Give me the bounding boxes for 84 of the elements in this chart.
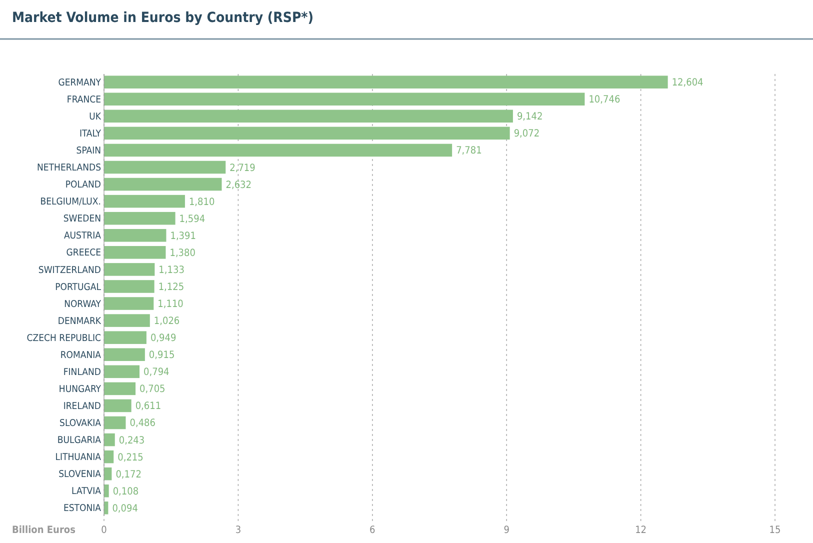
- y-tick-label: GREECE: [66, 248, 101, 259]
- bar: [104, 484, 109, 498]
- bar: [104, 194, 185, 208]
- data-label: 12,604: [672, 78, 704, 89]
- data-label: 0,949: [150, 333, 176, 344]
- data-label: 2,719: [230, 162, 256, 174]
- data-label: 0,705: [140, 384, 166, 396]
- data-label: 0,243: [118, 435, 145, 446]
- data-label: 10,746: [588, 94, 620, 106]
- data-label: 2,632: [226, 180, 252, 191]
- y-tick-label: SLOVAKIA: [60, 418, 102, 430]
- data-label: 0,172: [116, 469, 142, 480]
- bar: [104, 144, 452, 157]
- bar: [104, 160, 226, 174]
- data-label: 0,486: [130, 418, 156, 430]
- bar: [104, 314, 150, 327]
- bar: [104, 212, 176, 225]
- chart-title: Market Volume in Euros by Country (RSP*): [12, 10, 314, 26]
- data-label: 0,611: [135, 401, 162, 412]
- y-tick-label: NORWAY: [64, 298, 102, 310]
- data-label: 1,380: [170, 248, 196, 259]
- y-tick-label: BULGARIA: [57, 435, 102, 446]
- y-tick-label: ROMANIA: [60, 350, 102, 361]
- y-tick-label: LITHUANIA: [55, 452, 102, 464]
- y-tick-label: GERMANY: [58, 77, 102, 88]
- bar: [104, 450, 114, 464]
- bar: [104, 110, 513, 123]
- data-label: 1,810: [188, 196, 215, 208]
- y-tick-label: SWEDEN: [63, 214, 101, 225]
- y-tick-label: UK: [89, 111, 102, 122]
- data-label: 1,026: [154, 316, 180, 328]
- y-tick-label: ESTONIA: [63, 503, 102, 514]
- data-label: 1,110: [158, 299, 184, 310]
- data-label: 1,125: [158, 282, 184, 293]
- bar: [104, 280, 154, 293]
- x-tick-label: 0: [101, 525, 108, 536]
- y-tick-label: LATVIA: [71, 486, 102, 498]
- y-tick-label: BELGIUM/LUX.: [40, 196, 101, 208]
- data-label: 9,142: [516, 112, 543, 123]
- x-tick-label: 12: [635, 525, 647, 536]
- data-label: 7,781: [456, 146, 482, 157]
- x-tick-label: 15: [769, 525, 781, 536]
- data-label: 1,133: [158, 264, 184, 276]
- y-tick-label: FINLAND: [63, 366, 102, 378]
- bar: [104, 348, 145, 361]
- y-tick-label: ITALY: [79, 128, 102, 140]
- data-label: 0,094: [112, 503, 138, 514]
- data-label: 1,391: [170, 230, 196, 242]
- y-tick-label: CZECH REPUBLIC: [26, 332, 102, 344]
- bar: [104, 433, 115, 446]
- y-tick-label: PORTUGAL: [55, 282, 102, 293]
- x-tick-label: 9: [504, 525, 510, 536]
- bar: [104, 76, 668, 88]
- x-tick-label: 3: [235, 525, 242, 536]
- data-label: 0,794: [144, 367, 170, 378]
- bar: [104, 331, 146, 344]
- y-tick-label: NETHERLANDS: [37, 162, 101, 174]
- bar: [104, 297, 154, 310]
- x-axis-title: Billion Euros: [12, 525, 76, 536]
- y-tick-label: IRELAND: [63, 401, 102, 412]
- y-tick-label: FRANCE: [66, 94, 101, 106]
- bar: [104, 263, 155, 276]
- y-tick-label: DENMARK: [58, 316, 102, 327]
- data-label: 0,215: [118, 452, 144, 464]
- y-tick-label: SWITZERLAND: [38, 264, 102, 276]
- bar: [104, 229, 166, 242]
- data-label: 0,108: [112, 486, 139, 498]
- bar: [104, 365, 140, 378]
- data-label: 0,915: [148, 350, 175, 362]
- data-label: 9,072: [514, 128, 540, 140]
- bar: [104, 399, 132, 412]
- bar: [104, 178, 222, 191]
- y-tick-label: SPAIN: [76, 146, 101, 157]
- x-tick-label: 6: [370, 525, 376, 536]
- y-tick-label: AUSTRIA: [64, 230, 102, 242]
- bar: [104, 126, 510, 140]
- y-tick-label: SLOVENIA: [58, 469, 102, 480]
- bar: [104, 92, 585, 106]
- data-label: 1,594: [179, 214, 206, 225]
- bar: [104, 416, 126, 430]
- bar: [104, 382, 136, 396]
- y-tick-label: POLAND: [65, 180, 102, 191]
- y-tick-label: HUNGARY: [58, 384, 102, 396]
- bar: [104, 246, 166, 259]
